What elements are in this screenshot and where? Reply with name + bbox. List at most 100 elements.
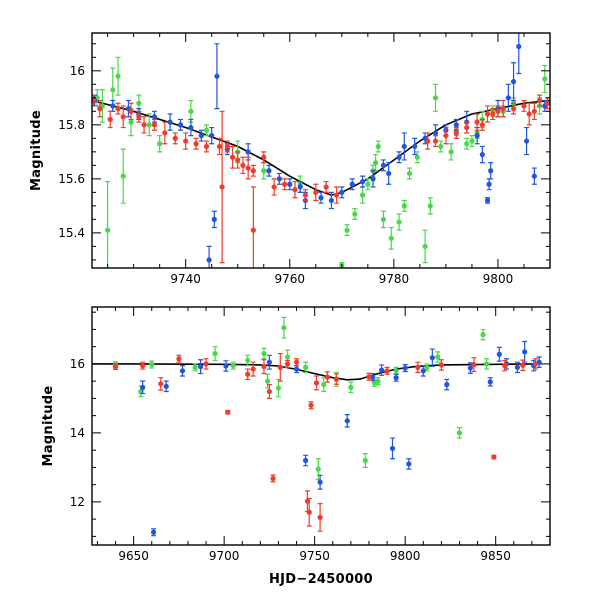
top-green-point-27 [406, 170, 413, 177]
bottom-series-red [112, 352, 539, 532]
x-axis-label: HJD−2450000 [269, 572, 373, 587]
top-blue-point-32 [432, 130, 439, 136]
top-green-point-28 [414, 154, 420, 160]
bottom-blue-point-4 [198, 364, 204, 370]
top-red-point-5 [128, 108, 134, 114]
bottom-red-point-4 [203, 361, 209, 367]
top-red-point-2 [107, 116, 113, 123]
top-blue-point-15 [266, 168, 272, 174]
top-red-point-17 [229, 154, 236, 160]
top-red-point-38 [484, 111, 491, 117]
bottom-blue-point-20 [467, 365, 473, 371]
bottom-blue-point-6 [266, 359, 273, 365]
bottom-green-point-12 [303, 364, 309, 370]
bottom-blue-point-8 [303, 457, 309, 464]
bottom-green-point-11 [284, 354, 291, 360]
bottom-red-point-6 [245, 371, 251, 377]
top-y-tick-label: 15.4 [58, 226, 85, 240]
top-blue-point-23 [349, 181, 355, 187]
top-red-point-0 [92, 97, 97, 104]
top-red-point-1 [97, 106, 103, 112]
bottom-blue-point-10 [344, 418, 350, 424]
bottom-red-point-25 [471, 362, 477, 368]
bottom-blue-point-0 [150, 529, 157, 535]
top-blue-point-8 [198, 133, 204, 139]
top-blue-point-18 [297, 184, 303, 190]
top-green-point-30 [427, 203, 433, 209]
top-green-point-31 [432, 95, 439, 101]
bottom-red-point-5 [225, 409, 231, 415]
top-red-point-34 [453, 130, 459, 136]
top-blue-point-42 [505, 95, 511, 101]
top-green-point-2 [105, 227, 111, 233]
bottom-red-point-1 [140, 363, 146, 369]
bottom-blue-point-9 [317, 479, 323, 485]
bottom-plot-frame [91, 306, 551, 546]
bottom-green-point-5 [230, 363, 236, 369]
top-blue-point-12 [214, 73, 220, 79]
top-green-point-10 [188, 108, 194, 114]
bottom-red-point-11 [277, 364, 283, 370]
bottom-blue-point-14 [393, 375, 399, 381]
top-red-point-29 [323, 184, 329, 190]
top-blue-point-1 [110, 103, 116, 109]
bottom-red-point-0 [112, 364, 119, 370]
top-green-point-13 [261, 168, 267, 174]
bottom-red-point-13 [293, 359, 300, 365]
top-blue-point-6 [177, 122, 184, 128]
top-green-point-11 [203, 127, 210, 133]
top-blue-point-21 [328, 197, 335, 204]
bottom-red-point-21 [366, 374, 372, 380]
bottom-panel: 9650 9700 9750 9800 9850 12 14 16 Magnitude HJD… [41, 306, 551, 587]
bottom-red-point-22 [384, 368, 390, 374]
bottom-green-point-6 [245, 357, 251, 364]
bottom-red-point-24 [438, 362, 444, 368]
top-red-point-41 [500, 106, 506, 112]
top-y-tick-label: 16 [70, 64, 85, 78]
bottom-blue-point-21 [487, 379, 493, 385]
bottom-red-point-28 [520, 362, 526, 368]
bottom-green-point-20 [393, 368, 399, 374]
top-red-point-20 [245, 165, 251, 171]
bottom-blue-point-12 [379, 367, 385, 373]
bottom-blue-point-16 [406, 461, 412, 467]
top-red-point-6 [136, 114, 142, 120]
bottom-green-point-3 [192, 364, 198, 370]
top-red-point-24 [271, 184, 277, 190]
top-red-point-7 [141, 122, 147, 128]
top-red-point-3 [115, 106, 121, 112]
top-blue-point-4 [151, 114, 158, 120]
bottom-blue-point-19 [444, 382, 450, 388]
top-green-point-16 [344, 227, 350, 233]
top-blue-point-25 [370, 176, 376, 182]
top-blue-point-22 [339, 189, 345, 195]
top-red-point-40 [495, 108, 501, 114]
bottom-x-tick-label: 9650 [118, 549, 149, 563]
bottom-x-tick-label: 9750 [299, 549, 330, 563]
top-green-point-7 [136, 100, 142, 106]
bottom-blue-point-22 [496, 351, 502, 357]
top-red-point-36 [474, 119, 480, 125]
bottom-y-axis-label: Magnitude [41, 385, 56, 466]
top-red-point-12 [193, 141, 199, 147]
bottom-blue-point-7 [293, 366, 300, 372]
bottom-green-point-14 [321, 382, 327, 388]
bottom-green-point-19 [375, 378, 381, 384]
top-blue-point-20 [318, 195, 324, 201]
top-red-point-11 [183, 138, 189, 144]
top-series-blue [92, 33, 548, 268]
bottom-blue-point-1 [140, 384, 146, 390]
top-y-tick-label: 15.8 [58, 118, 85, 132]
top-green-point-3 [110, 87, 116, 93]
top-blue-point-28 [396, 154, 402, 160]
top-model-curve-group [92, 99, 550, 196]
bottom-blue-point-5 [223, 363, 229, 369]
top-red-point-26 [292, 187, 298, 193]
top-red-point-10 [172, 135, 178, 141]
bottom-red-point-23 [415, 364, 421, 370]
top-green-point-4 [115, 73, 121, 79]
bottom-green-point-2 [149, 362, 155, 368]
bottom-red-point-17 [313, 380, 320, 386]
top-red-point-42 [510, 106, 517, 112]
